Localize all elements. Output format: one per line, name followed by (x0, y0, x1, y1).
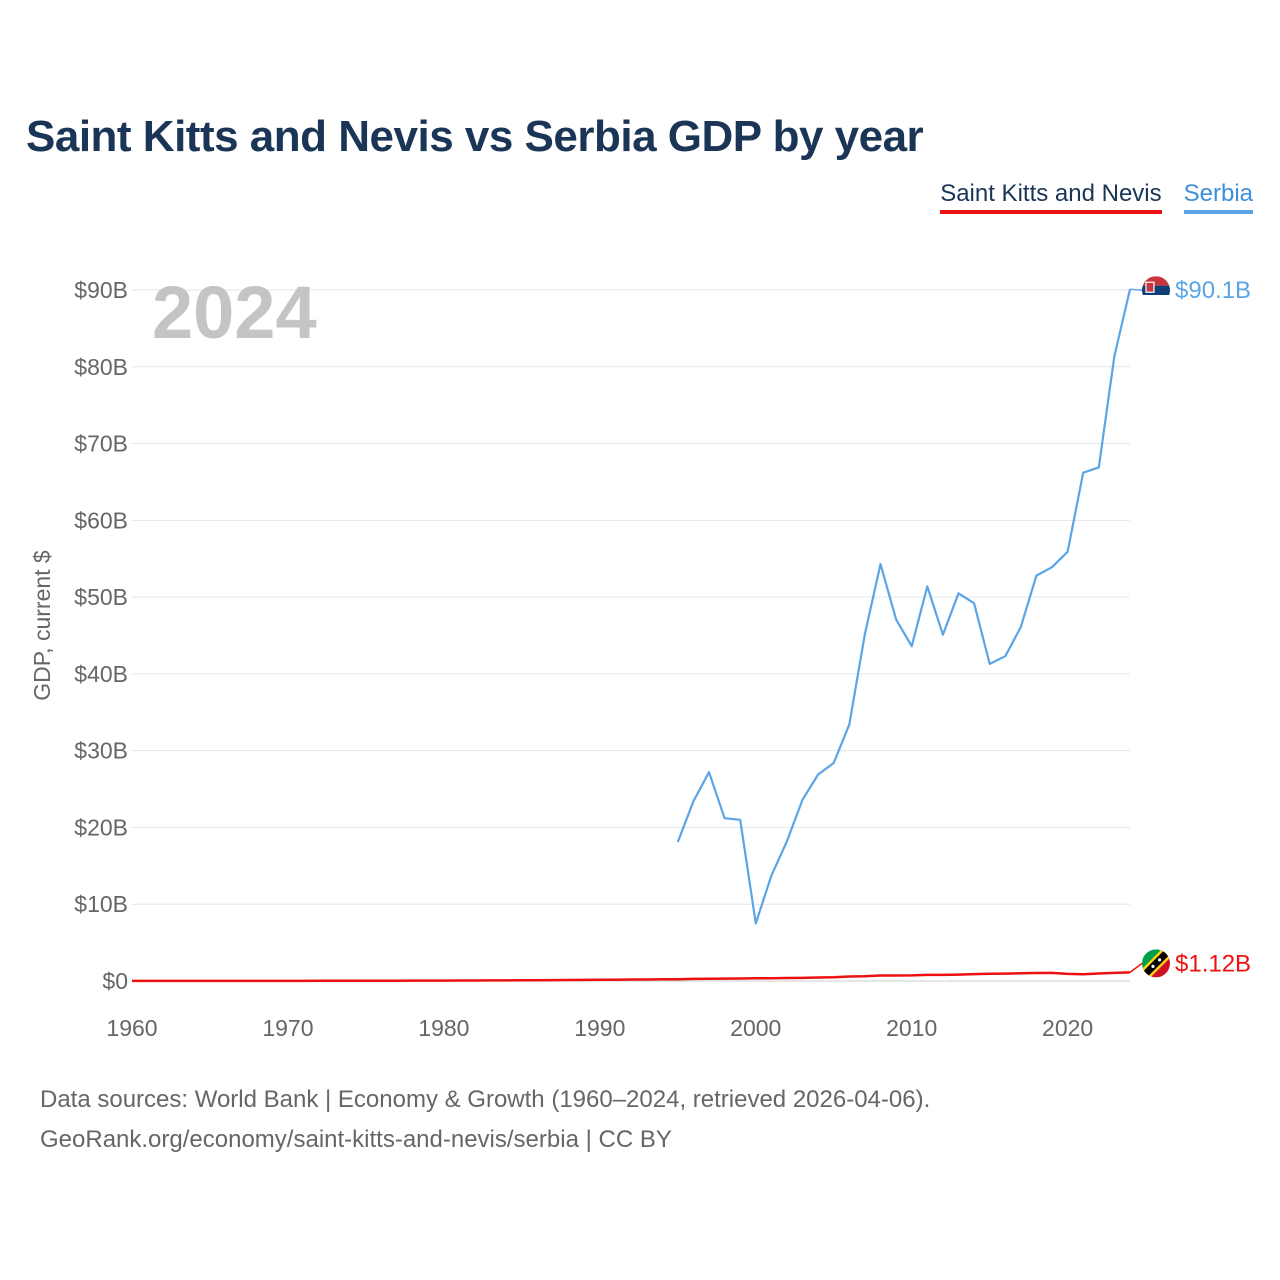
y-tick-label: $90B (74, 277, 128, 303)
year-indicator: 2024 (152, 271, 317, 354)
y-tick-label: $30B (74, 738, 128, 764)
x-tick-label: 1970 (262, 1015, 313, 1041)
x-tick-label: 2000 (730, 1015, 781, 1041)
serbia-flag-icon (1142, 276, 1170, 305)
y-tick-label: $70B (74, 431, 128, 457)
y-tick-label: $0 (102, 968, 128, 994)
end-value-label: $90.1B (1175, 277, 1251, 304)
y-tick-label: $20B (74, 814, 128, 840)
gdp-line-chart: $0 $10B $20B $30B $40B $50B $60B $70B $80B $90B 19… (29, 271, 1251, 1041)
legend-item-saint-kitts-and-nevis[interactable]: Saint Kitts and Nevis (940, 180, 1162, 214)
x-tick-label: 1960 (106, 1015, 157, 1041)
y-tick-label: $40B (74, 661, 128, 687)
flag-star (1151, 964, 1155, 969)
flag-emblem (1145, 281, 1155, 293)
end-connector (1129, 288, 1143, 291)
flag-star (1157, 958, 1162, 962)
legend: Saint Kitts and Nevis Serbia (940, 180, 1253, 214)
flag-stripe-blue (1142, 285, 1170, 296)
flag-stripe-white (1142, 295, 1170, 305)
data-sources-note: Data sources: World Bank | Economy & Gro… (40, 1086, 931, 1113)
legend-item-serbia[interactable]: Serbia (1183, 180, 1253, 214)
y-tick-label: $60B (74, 507, 128, 533)
x-tick-label: 2020 (1042, 1015, 1093, 1041)
series-line-saint-kitts-and-nevis (132, 971, 1131, 983)
x-tick-label: 1980 (418, 1015, 469, 1041)
y-tick-label: $50B (74, 584, 128, 610)
series-line-serbia (676, 288, 1132, 925)
flag-stripe-red (1142, 276, 1170, 286)
flag-body (1142, 949, 1170, 978)
y-tick-label: $80B (74, 354, 128, 380)
end-connector (1129, 962, 1143, 974)
chart-title: Saint Kitts and Nevis vs Serbia GDP by y… (26, 112, 924, 161)
x-tick-label: 2010 (886, 1015, 937, 1041)
source-link[interactable]: GeoRank.org/economy/saint-kitts-and-nevi… (40, 1126, 672, 1153)
footer: Data sources: World Bank | Economy & Gro… (40, 1080, 930, 1160)
y-tick-label: $10B (74, 891, 128, 917)
end-value-label: $1.12B (1175, 950, 1251, 977)
saint-kitts-and-nevis-flag-icon (1142, 949, 1170, 978)
flag-body (1142, 276, 1170, 305)
x-tick-label: 1990 (574, 1015, 625, 1041)
y-axis-title: GDP, current $ (29, 550, 55, 701)
